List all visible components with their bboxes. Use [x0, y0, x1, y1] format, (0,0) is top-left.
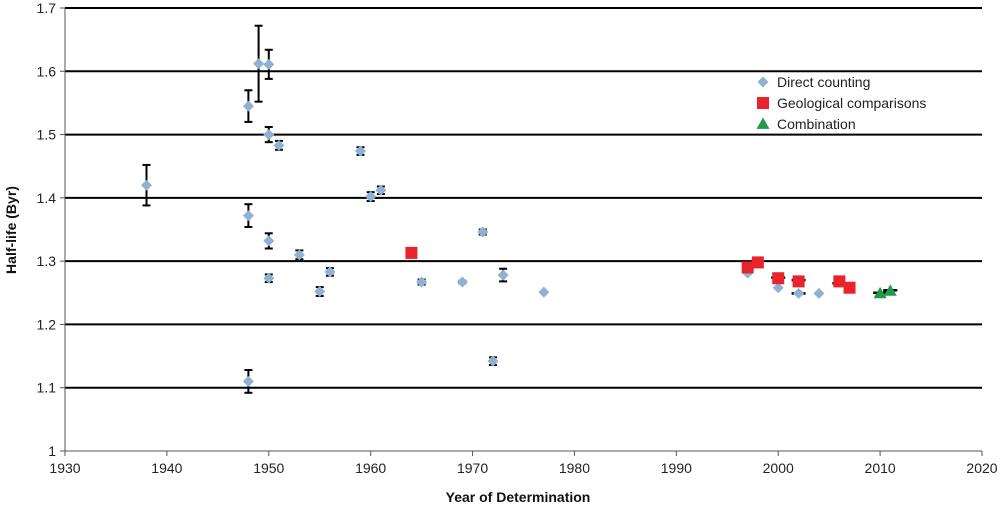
direct-counting-point: [242, 210, 254, 222]
y-tick-label: 1.2: [37, 316, 57, 332]
x-tick-label: 2020: [966, 460, 997, 476]
geological-comparisons-point: [405, 246, 418, 259]
combination-point: [883, 284, 897, 296]
x-tick-label: 1930: [49, 460, 80, 476]
direct-counting-point: [141, 179, 153, 191]
y-tick-label: 1: [48, 443, 56, 459]
direct-counting-point: [497, 269, 509, 281]
direct-counting-point: [253, 58, 265, 70]
direct-counting-point: [242, 375, 254, 387]
y-axis-ticks: 1 1.1 1.2 1.3 1.4 1.5 1.6 1.7: [37, 0, 65, 459]
direct-counting-point: [813, 287, 825, 299]
direct-counting-point: [314, 286, 326, 298]
axes: [64, 8, 982, 452]
direct-counting-point: [416, 276, 428, 288]
y-tick-label: 1.7: [37, 0, 57, 16]
x-axis-title: Year of Determination: [446, 489, 591, 505]
direct-counting-point: [375, 184, 387, 196]
geological-comparisons-point: [792, 275, 805, 288]
x-tick-label: 1980: [559, 460, 590, 476]
direct-counting-point: [263, 129, 275, 141]
x-tick-label: 1990: [661, 460, 692, 476]
x-tick-label: 2000: [763, 460, 794, 476]
legend-geological-comparisons-marker: [757, 97, 769, 109]
x-tick-label: 1940: [151, 460, 182, 476]
gridlines: [65, 7, 982, 389]
geological-comparisons-point: [751, 256, 764, 269]
y-tick-label: 1.6: [37, 63, 57, 79]
direct-counting-point: [538, 286, 550, 298]
direct-counting-point: [793, 287, 805, 299]
geological-comparisons-point: [843, 281, 856, 294]
direct-counting-point: [263, 235, 275, 247]
direct-counting-point: [263, 58, 275, 70]
y-axis-title: Half-life (Byr): [3, 186, 19, 274]
legend-combination-marker: [756, 117, 770, 129]
legend: Direct counting Geological comparisons Com…: [756, 74, 926, 132]
x-axis-ticks: 1930 1940 1950 1960 1970 1980 1990 2000 2010 2020: [49, 451, 998, 476]
x-tick-label: 2010: [865, 460, 896, 476]
x-tick-label: 1960: [355, 460, 386, 476]
geological-comparisons-point: [833, 275, 846, 288]
direct-counting-point: [477, 226, 489, 238]
direct-counting-point: [772, 282, 784, 294]
direct-counting-point: [487, 355, 499, 367]
y-tick-label: 1.5: [37, 127, 57, 143]
y-tick-label: 1.1: [37, 380, 57, 396]
direct-counting-point: [263, 272, 275, 284]
legend-geological-comparisons-label: Geological comparisons: [777, 95, 926, 111]
y-tick-label: 1.3: [37, 253, 57, 269]
error-bars: [142, 24, 508, 394]
direct-counting-point: [354, 145, 366, 157]
data-markers: [141, 58, 897, 387]
direct-counting-point: [365, 191, 377, 203]
legend-combination-label: Combination: [777, 116, 856, 132]
direct-counting-point: [293, 249, 305, 261]
combination-point: [873, 286, 887, 299]
legend-direct-counting-label: Direct counting: [777, 74, 870, 90]
direct-counting-point: [242, 100, 254, 112]
geological-comparisons-point: [741, 261, 754, 274]
y-tick-label: 1.4: [37, 190, 57, 206]
x-tick-label: 1970: [457, 460, 488, 476]
direct-counting-point: [324, 266, 336, 278]
direct-counting-point: [273, 139, 285, 151]
direct-counting-point: [456, 276, 468, 288]
legend-direct-counting-marker: [757, 76, 769, 88]
x-tick-label: 1950: [253, 460, 284, 476]
geological-comparisons-point: [772, 272, 785, 285]
